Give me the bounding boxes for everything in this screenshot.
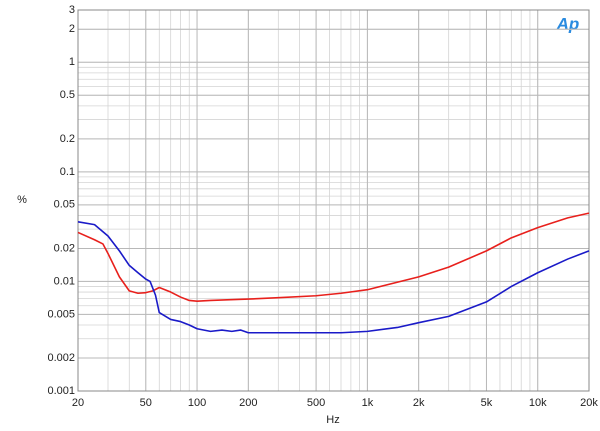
y-tick-label: 0.5 — [60, 89, 75, 101]
y-tick-label: 0.001 — [47, 385, 75, 397]
x-axis-label: Hz — [326, 414, 339, 426]
x-tick-label: 1k — [362, 397, 374, 409]
series-line — [77, 221, 590, 334]
y-tick-label: 3 — [69, 4, 75, 16]
y-tick-label: 0.02 — [54, 242, 75, 254]
x-tick-label: 10k — [529, 397, 547, 409]
y-tick-label: 1 — [69, 56, 75, 68]
y-tick-label: 0.1 — [60, 166, 75, 178]
x-tick-label: 20 — [72, 397, 84, 409]
x-tick-label: 20k — [580, 397, 598, 409]
plot-frame — [77, 9, 590, 392]
series-line — [77, 212, 590, 302]
y-tick-label: 0.01 — [54, 275, 75, 287]
y-tick-label: 0.005 — [47, 308, 75, 320]
x-tick-label: 5k — [481, 397, 493, 409]
logo: Ap — [556, 14, 580, 33]
y-tick-label: 0.002 — [47, 352, 75, 364]
x-tick-label: 100 — [188, 397, 206, 409]
y-tick-label: 0.05 — [54, 199, 75, 211]
x-tick-label: 500 — [307, 397, 325, 409]
x-tick-label: 50 — [140, 397, 152, 409]
y-tick-label: 0.2 — [60, 133, 75, 145]
y-tick-label: 2 — [69, 23, 75, 35]
y-axis-label: % — [17, 194, 27, 206]
x-tick-label: 200 — [239, 397, 257, 409]
x-tick-label: 2k — [413, 397, 425, 409]
